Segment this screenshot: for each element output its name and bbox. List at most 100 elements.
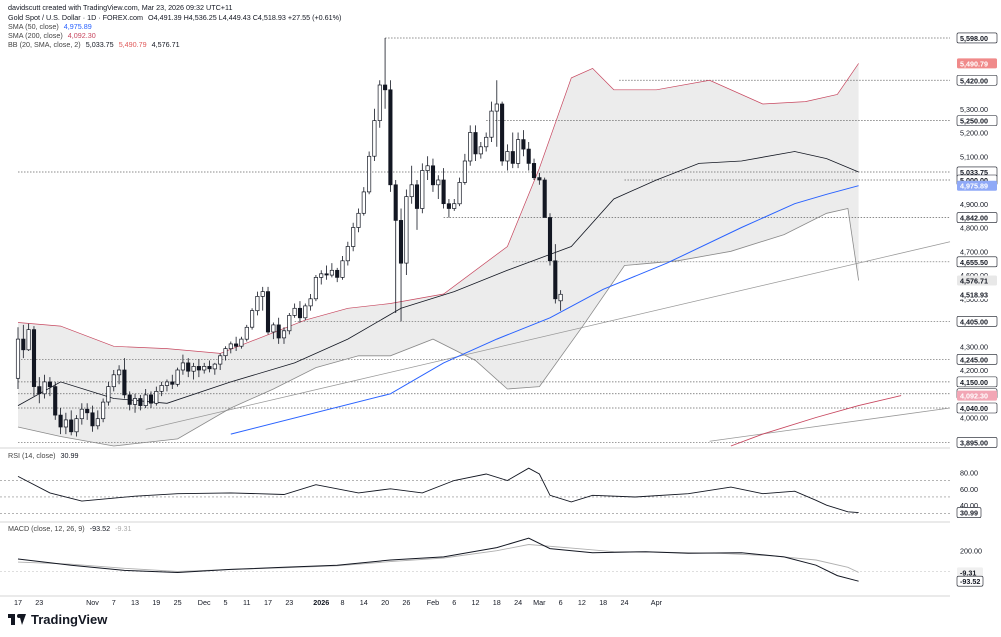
brand-text: TradingView [31,612,108,627]
x-axis-tick: 20 [381,598,389,607]
bollinger-upper-line [17,63,859,354]
bb-legend[interactable]: BB (20, SMA, close, 2) 5,033.75 5,490.79… [8,40,183,49]
bb-upper-value: 5,490.79 [118,40,147,49]
candle-body [127,394,132,405]
macd-legend[interactable]: MACD (close, 12, 26, 9) -93.52 -9.31 [8,524,134,533]
x-axis-tick: 2026 [313,598,329,607]
candle-body [425,165,430,171]
macd-last-label: -9.31 [960,568,976,577]
macd-label: MACD (close, 12, 26, 9) [8,524,85,533]
candle-body [361,191,366,214]
candle-body [228,343,233,350]
x-axis-tick: 23 [285,598,293,607]
candle-body [79,408,84,420]
x-axis-tick: 18 [599,598,607,607]
candle-body [324,273,329,276]
rsi-last-label: 30.99 [960,509,978,518]
sma200-label: SMA (200, close) [8,31,63,40]
price-label: 4,245.00 [960,355,988,364]
candle-body [159,385,164,392]
price-label-box [956,32,998,44]
candle-body [446,203,451,209]
candle-body [234,343,239,347]
candle-body [478,146,483,155]
candle-body [260,291,265,297]
trendline [709,407,951,442]
price-axis-tick: 4,800.00 [960,224,988,233]
candle-body [26,329,31,351]
candle-body [420,170,425,209]
trendline [145,241,951,430]
macd-signal-value: -9.31 [115,524,132,533]
price-label: 4,405.00 [960,317,988,326]
candle-body [308,298,313,307]
price-label: 4,040.00 [960,404,988,413]
macd-last-box [957,567,983,578]
candle-body [132,398,138,405]
candle-body [164,381,170,386]
candle-body [122,369,127,396]
price-label: 5,000.00 [960,176,988,185]
candle-body [265,291,271,333]
candle-body [244,326,249,340]
candle-body [58,414,63,428]
candle-body [393,184,398,221]
macd-last-label: -93.52 [960,577,980,586]
candle-body [202,366,207,371]
candle-body [452,203,457,209]
candle-body [340,260,345,278]
price-label-box [957,275,997,286]
rsi-value: 30.99 [60,451,79,460]
candle-body [462,160,467,183]
price-label-box [957,180,997,191]
rsi-line [17,467,859,514]
candle-body [414,184,420,209]
x-axis-tick: 25 [174,598,182,607]
candle-body [436,179,441,186]
price-label: 4,576.71 [960,277,988,286]
x-axis-tick: 23 [35,598,43,607]
x-axis-tick: 26 [402,598,410,607]
price-axis-tick: 4,000.00 [960,414,988,423]
candle-body [521,139,526,150]
tradingview-brand[interactable]: TradingView [8,612,107,627]
price-label-box [956,437,998,448]
candle-body [494,103,499,112]
candle-body [106,386,111,403]
price-axis-tick: 5,100.00 [960,152,988,161]
x-axis-tick: Dec [198,598,211,607]
symbol-title: Gold Spot / U.S. Dollar · 1D · FOREX.com [8,13,144,22]
tradingview-logo-icon [8,614,26,625]
candle-body [537,177,542,181]
price-label-box [957,58,997,69]
candle-body [180,362,185,371]
symbol-legend[interactable]: Gold Spot / U.S. Dollar · 1D · FOREX.com… [8,13,344,22]
candle-body [329,269,334,276]
candle-body [239,338,244,347]
candle-body [154,391,159,404]
candle-body [409,184,414,198]
sma200-value: 4,092.30 [67,31,96,40]
macd-line [17,537,859,582]
rsi-legend[interactable]: RSI (14, close) 30.99 [8,451,82,460]
candle-body [42,381,47,395]
candle-body [292,307,297,316]
price-label-box [956,354,998,365]
bb-lower-value: 4,576.71 [151,40,180,49]
sma200-legend[interactable]: SMA (200, close) 4,092.30 [8,31,99,40]
price-label-box [956,316,998,327]
price-label-box [956,402,998,414]
candle-body [351,227,356,247]
x-axis-tick: 12 [578,598,586,607]
candle-body [319,273,324,278]
candle-body [69,419,74,433]
rsi-axis-tick: 60.00 [960,485,978,494]
candle-body [90,412,95,427]
candle-body [505,151,510,162]
sma50-legend[interactable]: SMA (50, close) 4,975.89 [8,22,95,31]
price-label-box [956,376,998,388]
price-axis-tick: 4,200.00 [960,366,988,375]
candle-body [63,419,68,428]
x-axis-tick: 6 [452,598,456,607]
